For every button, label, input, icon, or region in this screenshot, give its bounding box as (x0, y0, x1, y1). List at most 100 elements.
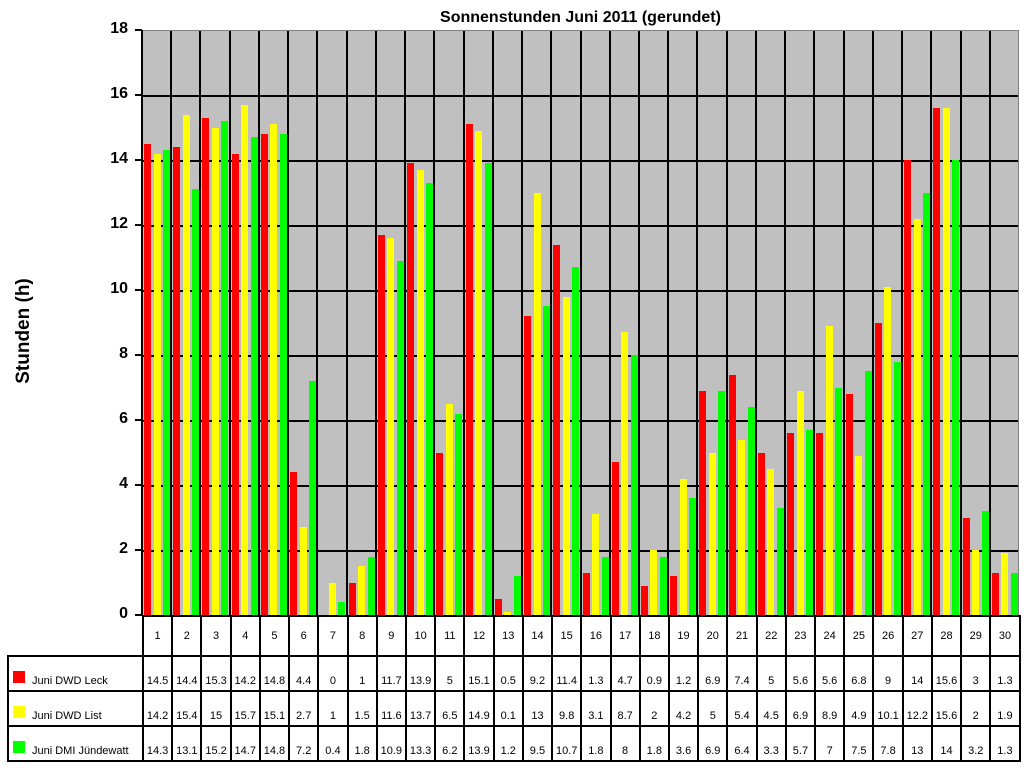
chart-title: Sonnenstunden Juni 2011 (gerundet) (440, 9, 721, 26)
data-cell: 3.1 (580, 690, 612, 727)
data-cell: 15.2 (200, 725, 232, 762)
data-cell: 10.1 (872, 690, 904, 727)
bar-juni-dmi-j-ndewatt-day-15 (572, 267, 580, 615)
bar-juni-dwd-list-day-13 (504, 611, 512, 615)
gridline-v (608, 31, 611, 615)
y-tick (135, 29, 142, 31)
data-cell: 5.6 (784, 655, 817, 692)
y-tick (135, 354, 142, 356)
bar-juni-dwd-leck-day-15 (553, 244, 561, 615)
category-label: 6 (288, 615, 320, 657)
bar-juni-dmi-j-ndewatt-day-22 (776, 507, 784, 615)
data-cell: 12.2 (901, 690, 933, 727)
bar-juni-dwd-leck-day-8 (348, 582, 356, 615)
bar-juni-dmi-j-ndewatt-day-27 (923, 192, 931, 615)
bar-juni-dmi-j-ndewatt-day-24 (835, 387, 843, 615)
category-label: 16 (580, 615, 612, 657)
bar-juni-dwd-list-day-17 (621, 332, 629, 615)
data-cell: 7 (814, 725, 846, 762)
category-label: 19 (667, 615, 700, 657)
bar-juni-dwd-leck-day-25 (845, 394, 853, 615)
y-tick-label: 12 (110, 215, 128, 232)
data-cell: 8.9 (814, 690, 846, 727)
data-cell: 1.5 (346, 690, 378, 727)
category-label: 27 (901, 615, 933, 657)
data-cell: 15.3 (200, 655, 232, 692)
data-cell: 1.3 (989, 655, 1021, 692)
bar-juni-dwd-list-day-10 (416, 169, 424, 615)
bar-juni-dmi-j-ndewatt-day-18 (659, 556, 667, 615)
category-label: 28 (930, 615, 963, 657)
bar-juni-dwd-list-day-1 (153, 153, 161, 615)
bar-juni-dwd-list-day-4 (241, 104, 249, 615)
bar-juni-dmi-j-ndewatt-day-23 (806, 429, 814, 615)
bar-juni-dwd-leck-day-6 (290, 472, 298, 615)
data-cell: 13 (901, 725, 933, 762)
category-label: 26 (872, 615, 904, 657)
bar-juni-dmi-j-ndewatt-day-28 (952, 160, 960, 615)
data-cell: 4.9 (843, 690, 875, 727)
y-tick (135, 484, 142, 486)
data-cell: 5 (755, 655, 787, 692)
bar-juni-dwd-list-day-6 (299, 527, 307, 615)
gridline-v (316, 31, 319, 615)
gridline-v (813, 31, 816, 615)
bar-juni-dmi-j-ndewatt-day-29 (981, 511, 989, 615)
category-label: 3 (200, 615, 232, 657)
data-cell: 0.1 (492, 690, 524, 727)
bar-juni-dwd-leck-day-28 (933, 108, 941, 615)
data-cell: 4.2 (667, 690, 700, 727)
category-label: 22 (755, 615, 787, 657)
y-tick-label: 14 (110, 150, 128, 167)
y-tick-label: 2 (119, 540, 128, 557)
bar-juni-dwd-leck-day-9 (377, 234, 385, 615)
y-tick-label: 10 (110, 280, 128, 297)
data-cell: 3 (960, 655, 992, 692)
bar-juni-dwd-list-day-8 (358, 566, 366, 615)
gridline-v (667, 31, 670, 615)
bar-juni-dmi-j-ndewatt-day-2 (192, 189, 200, 615)
bar-juni-dwd-leck-day-13 (494, 598, 502, 615)
gridline-v (754, 31, 757, 615)
bar-juni-dwd-list-day-2 (182, 114, 190, 615)
bar-juni-dmi-j-ndewatt-day-10 (426, 182, 434, 615)
bar-juni-dmi-j-ndewatt-day-7 (338, 602, 346, 615)
data-cell: 13.1 (171, 725, 203, 762)
data-cell: 2.7 (288, 690, 320, 727)
data-cell: 14.9 (463, 690, 495, 727)
y-tick-label: 6 (119, 410, 128, 427)
data-cell: 0 (317, 655, 349, 692)
data-cell: 14.8 (258, 655, 291, 692)
data-cell: 0.4 (317, 725, 349, 762)
bar-juni-dmi-j-ndewatt-day-26 (893, 361, 901, 615)
data-cell: 13 (521, 690, 554, 727)
data-cell: 8 (609, 725, 641, 762)
data-cell: 7.4 (726, 655, 758, 692)
gridline-v (491, 31, 494, 615)
data-cell: 13.9 (463, 725, 495, 762)
data-cell: 6.9 (784, 690, 817, 727)
bar-juni-dwd-leck-day-20 (699, 390, 707, 615)
bar-juni-dwd-list-day-25 (855, 455, 863, 615)
gridline-v (988, 31, 991, 615)
y-tick-label: 4 (119, 475, 128, 492)
legend-key-icon (13, 706, 25, 718)
bar-juni-dmi-j-ndewatt-day-6 (309, 381, 317, 615)
data-cell: 11.4 (551, 655, 583, 692)
gridline-v (374, 31, 377, 615)
data-cell: 3.6 (667, 725, 700, 762)
data-cell: 7.8 (872, 725, 904, 762)
data-cell: 6.9 (697, 725, 729, 762)
legend-entry: Juni DWD Leck (7, 655, 144, 692)
bar-juni-dwd-leck-day-1 (144, 143, 151, 615)
bar-juni-dwd-leck-day-30 (991, 572, 999, 615)
category-label: 8 (346, 615, 378, 657)
gridline-v (287, 31, 290, 615)
y-tick-label: 8 (119, 345, 128, 362)
data-cell: 5.6 (814, 655, 846, 692)
bar-juni-dwd-list-day-21 (738, 439, 746, 615)
data-cell: 13.9 (404, 655, 437, 692)
data-cell: 14.7 (229, 725, 261, 762)
bar-juni-dmi-j-ndewatt-day-16 (601, 556, 609, 615)
bar-juni-dwd-list-day-9 (387, 238, 395, 615)
